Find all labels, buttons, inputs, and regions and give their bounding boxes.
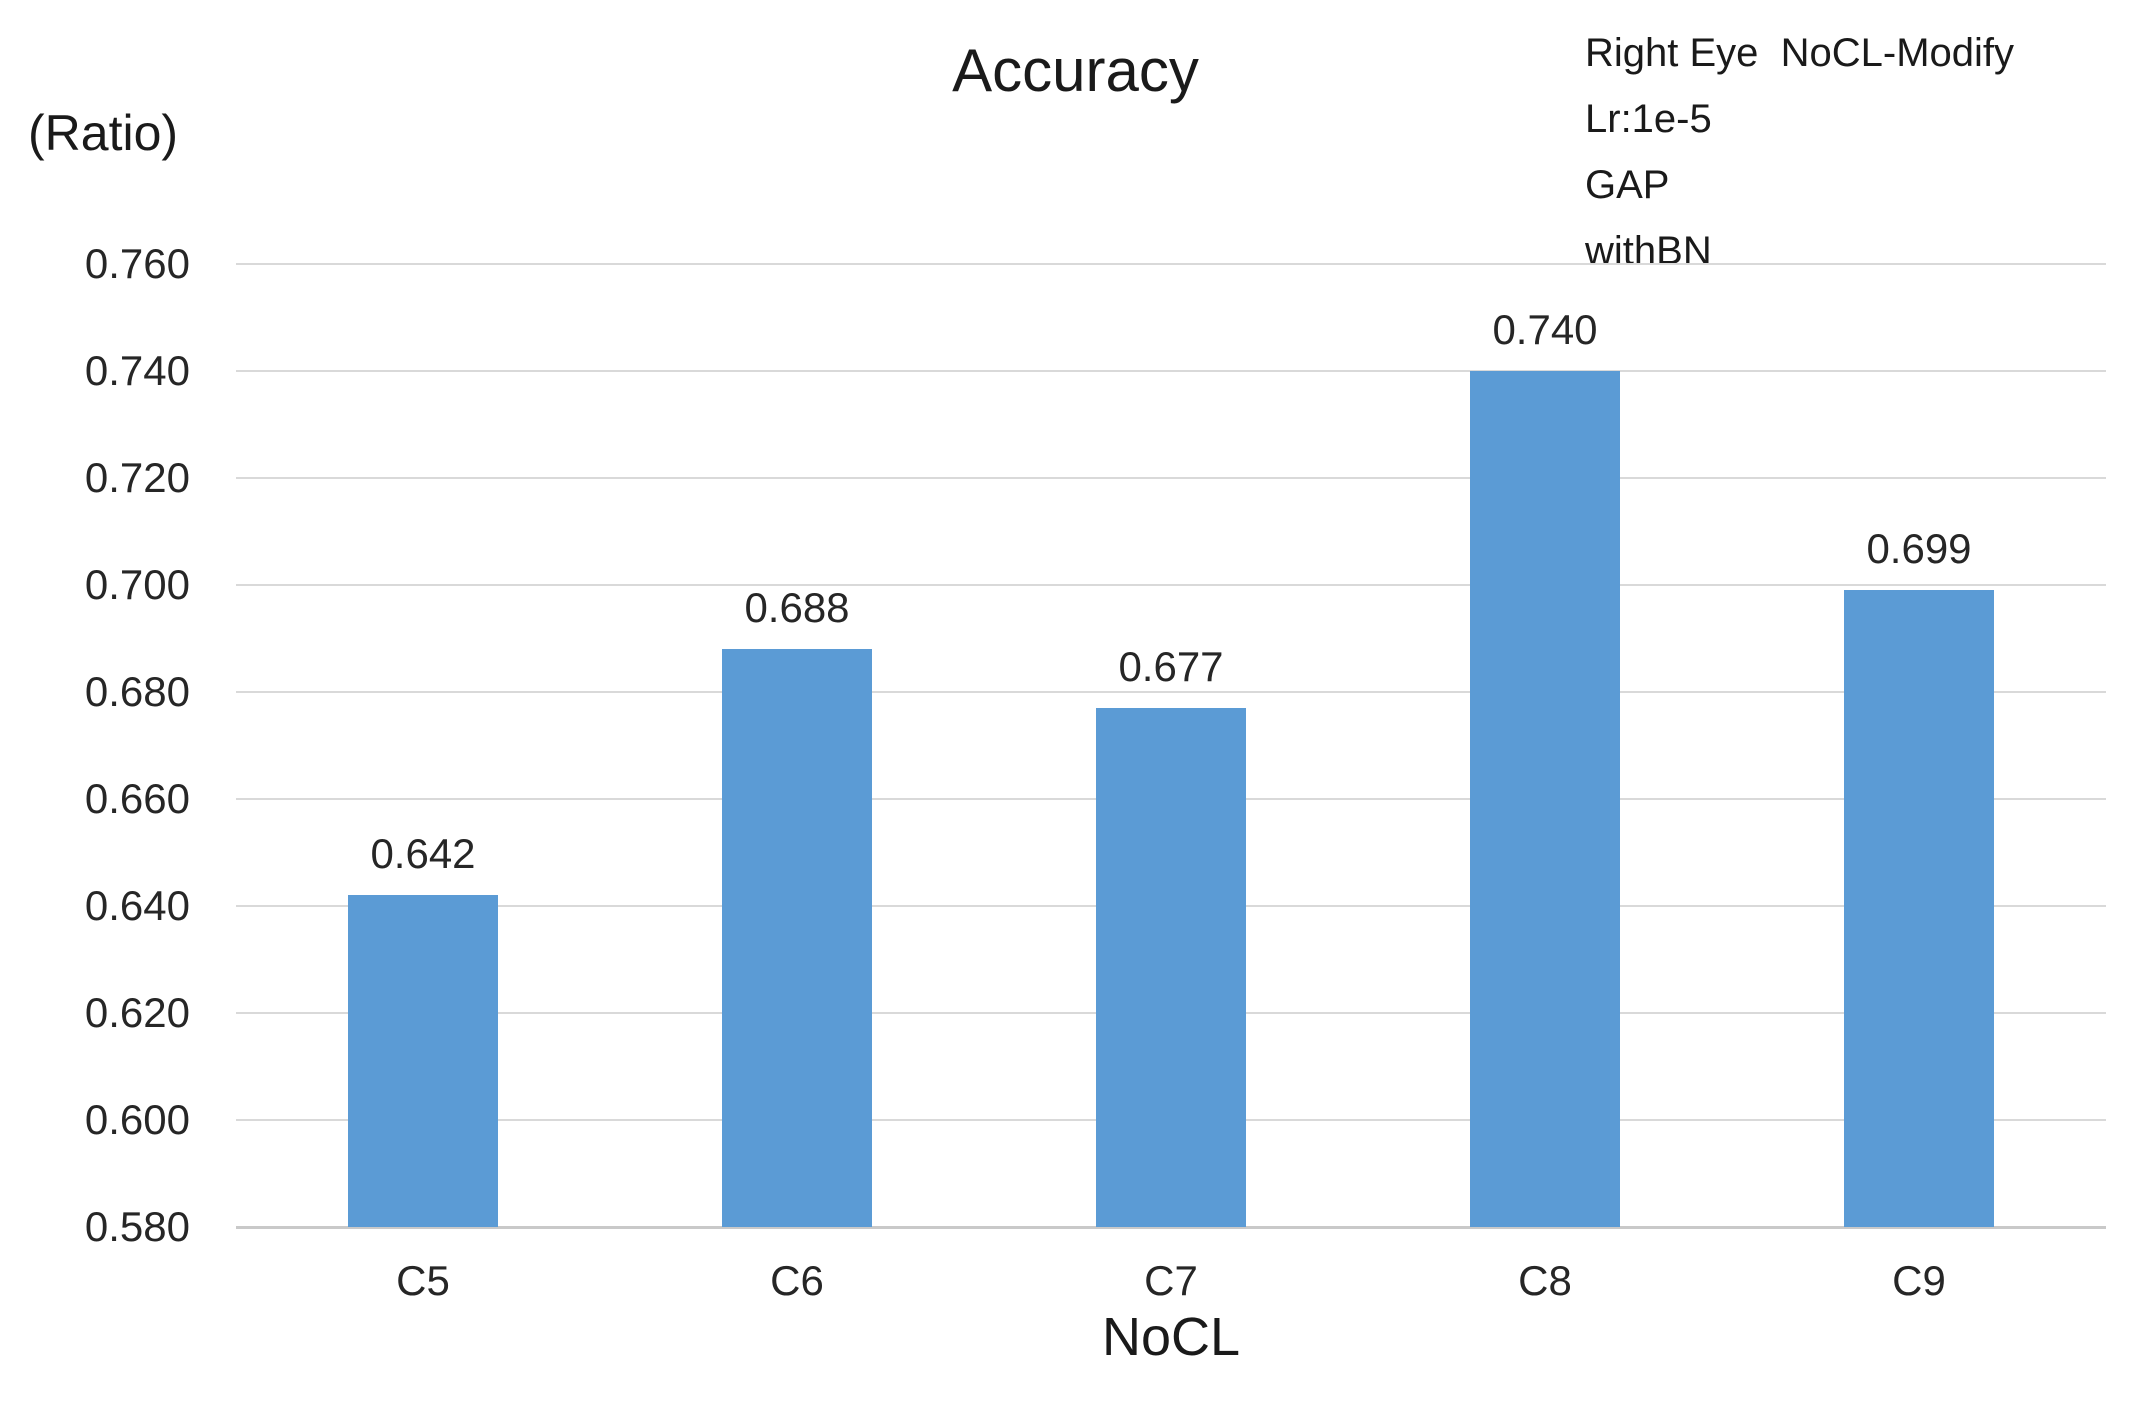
y-tick-label: 0.700 bbox=[84, 561, 190, 608]
bar-value-label: 0.642 bbox=[370, 830, 476, 878]
annotation-line: GAP bbox=[1585, 163, 1670, 207]
annotation-line: withBN bbox=[1585, 229, 1712, 273]
y-tick-label: 0.620 bbox=[84, 989, 190, 1036]
y-gridline bbox=[236, 263, 2106, 265]
bar-value-label: 0.740 bbox=[1492, 306, 1598, 353]
y-gridline bbox=[236, 477, 2106, 479]
bar-value-label: 0.677 bbox=[1118, 643, 1224, 691]
bar-C5 bbox=[348, 895, 498, 1227]
x-tick-label: C5 bbox=[396, 1257, 450, 1304]
chart-annotation: Right Eye NoCL-Modify Lr:1e-5 GAP withBN bbox=[1585, 20, 2014, 284]
bar-C6 bbox=[722, 649, 872, 1227]
y-tick-label: 0.600 bbox=[84, 1096, 190, 1143]
y-gridline bbox=[236, 584, 2106, 586]
plot-area bbox=[236, 263, 2106, 1229]
x-axis-line bbox=[236, 1226, 2106, 1229]
annotation-line: Lr:1e-5 bbox=[1585, 97, 1712, 141]
chart-title: Accuracy bbox=[952, 37, 1199, 104]
y-gridline bbox=[236, 691, 2106, 693]
y-tick-label: 0.680 bbox=[84, 668, 190, 715]
y-tick-label: 0.760 bbox=[84, 240, 190, 287]
x-tick-label: C8 bbox=[1518, 1257, 1572, 1304]
bar-value-label: 0.699 bbox=[1866, 525, 1972, 573]
y-tick-label: 0.580 bbox=[84, 1203, 190, 1250]
bar-C9 bbox=[1844, 590, 1994, 1227]
bar-value-label: 0.688 bbox=[744, 584, 850, 632]
y-tick-label: 0.640 bbox=[84, 882, 190, 929]
bar-C7 bbox=[1096, 708, 1246, 1227]
x-tick-label: C9 bbox=[1892, 1257, 1946, 1304]
y-tick-label: 0.660 bbox=[84, 775, 190, 822]
y-axis-unit-label: (Ratio) bbox=[28, 105, 179, 161]
x-tick-label: C6 bbox=[770, 1257, 824, 1304]
bar-C8 bbox=[1470, 371, 1620, 1227]
y-tick-label: 0.740 bbox=[84, 347, 190, 394]
x-axis-title: NoCL bbox=[1101, 1307, 1241, 1367]
x-tick-label: C7 bbox=[1144, 1257, 1198, 1304]
annotation-line: Right Eye NoCL-Modify bbox=[1585, 31, 2015, 75]
y-tick-label: 0.720 bbox=[84, 454, 190, 501]
y-gridline bbox=[236, 370, 2106, 372]
